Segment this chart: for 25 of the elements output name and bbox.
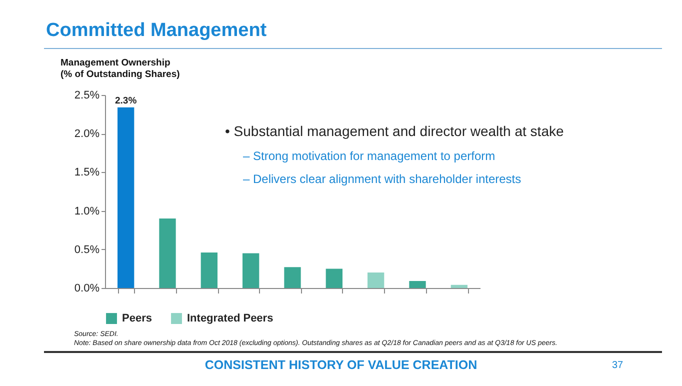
legend-label: Peers bbox=[122, 312, 152, 325]
y-tick-label: 2.5% bbox=[74, 90, 100, 102]
bar bbox=[409, 281, 426, 288]
bar bbox=[368, 272, 384, 288]
bar bbox=[450, 284, 468, 288]
y-tick-label: 0.0% bbox=[74, 282, 100, 294]
data-label: 2.3% bbox=[115, 95, 138, 106]
bar bbox=[118, 107, 134, 288]
text: 37 bbox=[612, 360, 624, 371]
annotation: • Substantial management and director wealth at stake bbox=[225, 123, 564, 139]
annotation: – Delivers clear alignment with shareholder interests bbox=[243, 172, 522, 186]
annotation: – Strong motivation for management to perform bbox=[243, 149, 496, 163]
bar bbox=[242, 253, 260, 288]
legend-label: Integrated Peers bbox=[187, 312, 274, 325]
bar bbox=[326, 268, 342, 288]
bar bbox=[284, 267, 301, 288]
y-tick-label: 2.0% bbox=[74, 128, 100, 140]
chart-title: Committed Management bbox=[46, 20, 267, 42]
y-axis-title: Management Ownership (% of Outstanding Shares) bbox=[60, 58, 180, 80]
y-tick-label: 1.0% bbox=[74, 205, 100, 218]
text: CONSISTENT HISTORY OF VALUE CREATION bbox=[204, 358, 478, 372]
y-tick-label: 1.5% bbox=[74, 166, 100, 179]
bar bbox=[200, 252, 218, 288]
y-tick-label: 0.5% bbox=[74, 244, 100, 256]
bar bbox=[159, 218, 176, 288]
